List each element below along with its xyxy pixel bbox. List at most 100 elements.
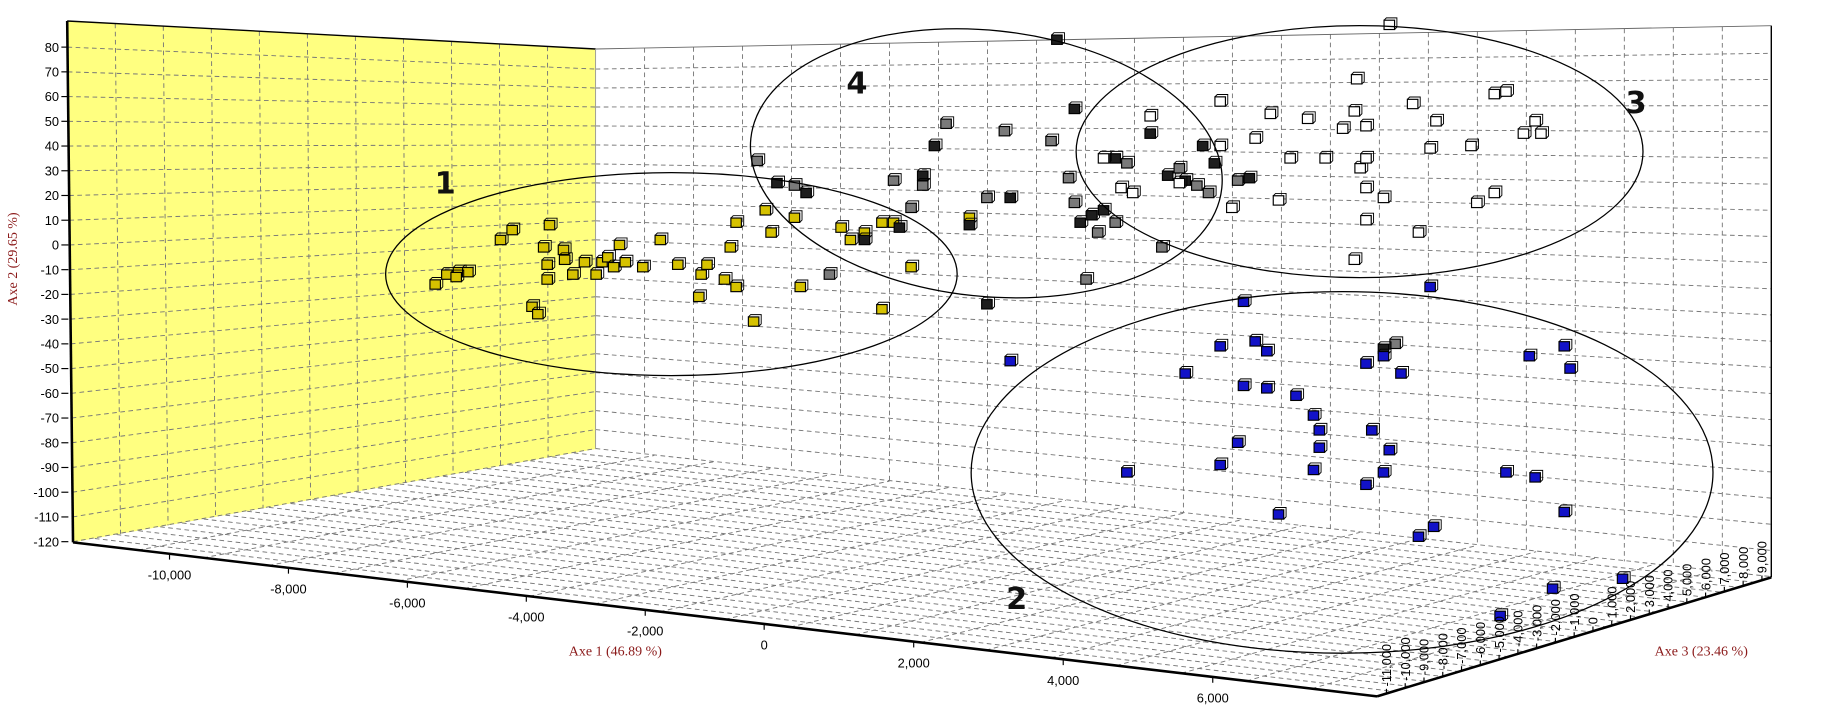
group-label-4: 4 (846, 66, 867, 101)
x-tick-label: 4,000 (1047, 673, 1079, 688)
z-tick-label: 9,000 (1755, 541, 1770, 573)
data-point-group-3 (1360, 212, 1375, 226)
point-cube-edge (788, 210, 803, 223)
data-point-group-3 (1360, 150, 1375, 164)
data-point-group-4 (1045, 133, 1060, 147)
point-cube-face (1427, 521, 1440, 533)
point-cube-face (1080, 274, 1092, 285)
floor-gridline (486, 468, 1690, 603)
data-point-group-4 (823, 267, 838, 280)
point-cube-face (905, 261, 917, 273)
point-cube-face (692, 291, 705, 303)
data-point-group-3 (1226, 200, 1240, 214)
point-cube-edge (1121, 155, 1135, 169)
point-cube-edge (794, 279, 809, 292)
z-tick-label: -3,000 (1529, 605, 1544, 641)
data-point-group-3 (1144, 108, 1159, 122)
data-point-group-2 (1249, 333, 1264, 347)
z-tick-label: -7,000 (1454, 627, 1469, 663)
point-cube-edge (1249, 333, 1264, 347)
point-cube-face (730, 217, 742, 228)
data-point-group-2 (1529, 469, 1544, 483)
point-cube-face (1523, 350, 1536, 362)
data-point-group-1 (541, 257, 556, 270)
point-cube-face (1313, 442, 1326, 453)
point-cube-edge (1523, 348, 1538, 362)
data-point-group-3 (1500, 84, 1514, 97)
data-point-group-4 (858, 232, 873, 246)
side-wall-gridline (72, 429, 596, 518)
side-wall-gridline (402, 38, 407, 483)
z-tick-label: 3,000 (1642, 575, 1657, 607)
point-cube-edge (672, 257, 686, 270)
x-axis-line (72, 541, 1378, 698)
point-cube-face (1336, 123, 1349, 134)
data-point-group-2 (1424, 279, 1439, 293)
group-label-3: 3 (1626, 86, 1647, 121)
data-point-group-4 (981, 296, 995, 310)
y-tick-label: -90 (40, 460, 59, 475)
floor-gridline (356, 491, 1591, 633)
point-cube-edge (730, 279, 745, 292)
point-cube-face (1350, 74, 1363, 85)
point-cube-face (1109, 217, 1122, 228)
point-cube-face (1389, 338, 1401, 350)
point-cube-edge (858, 232, 873, 245)
point-cube-edge (1307, 462, 1322, 475)
point-cube-edge (1383, 442, 1398, 456)
data-point-group-1 (718, 272, 733, 285)
point-cube-edge (1407, 96, 1421, 109)
data-point-group-4 (1097, 202, 1112, 216)
y-tick-label: -20 (40, 287, 59, 302)
data-point-group-4 (905, 200, 920, 214)
point-cube-edge (893, 220, 908, 233)
side-wall-gridline (114, 23, 121, 534)
point-cube-face (1156, 242, 1168, 253)
floor-gridline (290, 503, 1542, 648)
point-cube-edge (1494, 608, 1509, 621)
point-cube-edge (1307, 408, 1322, 421)
point-cube-edge (1412, 529, 1427, 542)
side-top-edge (67, 20, 596, 50)
side-wall-gridline (67, 46, 596, 70)
point-cube-edge (462, 264, 476, 278)
point-cube-edge (1249, 131, 1264, 144)
point-cube-face (844, 234, 857, 246)
data-point-group-1 (607, 259, 622, 273)
z-tick-label: 7,000 (1717, 552, 1732, 584)
point-cube-edge (1226, 200, 1240, 213)
data-point-group-2 (1427, 519, 1442, 533)
data-point-group-1 (543, 217, 558, 231)
data-point-group-2 (1383, 442, 1398, 456)
point-cube-edge (1360, 150, 1375, 164)
data-point-group-2 (1004, 353, 1019, 367)
point-cube-edge (759, 202, 774, 216)
x-tick-label: 0 (761, 638, 768, 653)
y-tick-label: -50 (40, 361, 59, 376)
data-point-group-3 (1360, 118, 1375, 132)
point-cube-face (1261, 346, 1273, 357)
point-cube-edge (1500, 464, 1514, 478)
point-cube-edge (1389, 336, 1404, 349)
point-cube-edge (1179, 366, 1194, 379)
point-cube-face (1465, 140, 1477, 152)
point-cube-face (1045, 135, 1057, 147)
x-tick-label: -2,000 (627, 624, 663, 639)
point-cube-edge (1360, 477, 1375, 490)
point-cube-face (759, 205, 772, 216)
data-point-group-4 (1109, 150, 1124, 164)
floor-gridline (573, 452, 1755, 583)
data-point-group-1 (730, 279, 745, 293)
point-cube-edge (1264, 106, 1279, 119)
floor (73, 449, 1772, 697)
point-cube-edge (1348, 252, 1363, 265)
z-tick-label: -10,000 (1398, 637, 1413, 681)
data-point-group-2 (1261, 380, 1275, 394)
floor-gridline (659, 506, 1125, 613)
point-cube-edge (1547, 581, 1561, 594)
data-point-group-2 (1237, 294, 1252, 308)
point-cube-face (1412, 227, 1425, 238)
data-point-group-2 (1377, 464, 1392, 478)
point-cube-face (794, 281, 807, 293)
z-tick-label: -6,000 (1473, 622, 1488, 658)
